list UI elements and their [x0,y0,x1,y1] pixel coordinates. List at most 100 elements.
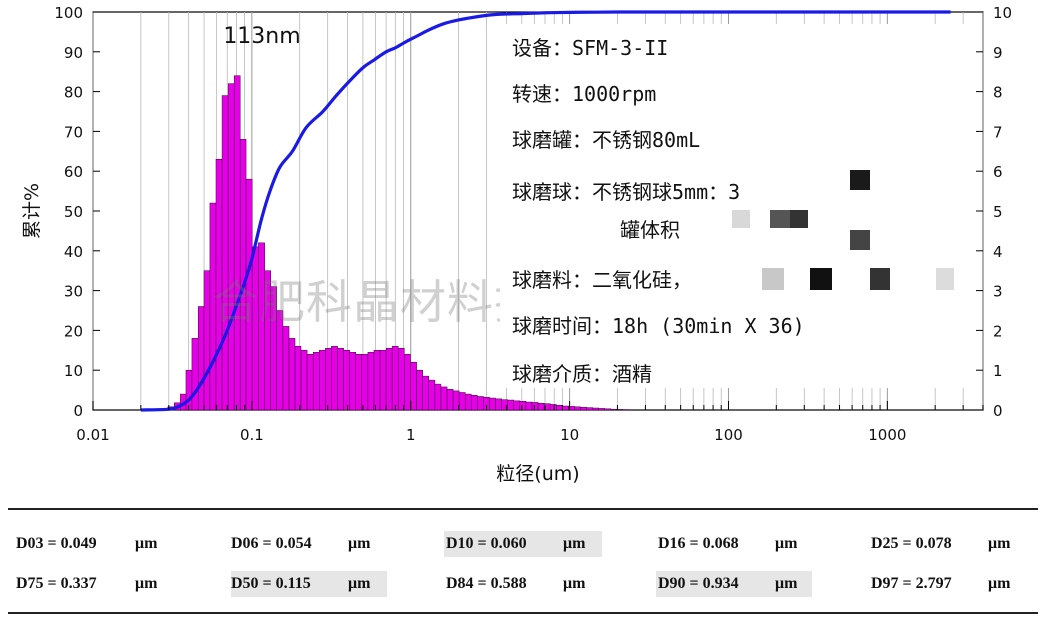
histogram-bar [428,379,436,411]
histogram-bar [470,395,478,411]
histogram-bar [337,348,344,411]
y-tick-label: 80 [64,84,83,102]
x-axis-ticks: 0.01 0.1 1 10 100 1000 [76,401,984,444]
histogram-bar [531,402,539,411]
histogram-bar [519,400,527,411]
stat-d97-unit: μm [988,575,1011,592]
info-jar: 球磨罐：不锈钢80mL [512,128,701,152]
stat-d90-unit: μm [775,575,798,592]
redaction-block [936,268,954,290]
y-tick-label: 90 [64,44,83,62]
y-tick-label: 0 [73,402,83,420]
histogram-bar [197,306,205,411]
cumulative-curve [140,10,951,412]
x-tick-label: 10 [560,426,579,444]
histogram-bar [495,398,502,411]
stat-d06-label: D06 = 0.054 [231,535,312,552]
redaction-block [850,230,870,250]
x-tick-label: 1000 [868,426,906,444]
stat-d16-label: D16 = 0.068 [658,535,739,552]
y2-tick-label: 2 [993,322,1003,340]
highlight-d50 [231,571,387,597]
histogram-bar [604,408,612,411]
y-tick-label: 30 [64,283,83,301]
histogram-bar [325,348,332,411]
info-balls-jar-volume: 罐体积 [620,218,680,242]
histogram-bar [203,270,211,411]
x-axis-label: 粒径(um) [496,463,579,485]
info-time: 球磨时间：18h (30min X 36) [512,314,805,338]
y-tick-label: 10 [64,362,83,380]
stat-d25-label: D25 = 0.078 [871,535,952,552]
redaction-block [810,268,832,290]
y2-tick-label: 5 [993,203,1003,221]
table-top-rule [8,508,1038,510]
y2-tick-label: 7 [993,123,1003,141]
histogram-bar [434,383,442,411]
histogram-bar [221,95,229,411]
redaction-block [850,170,870,190]
stat-d16-unit: μm [775,535,798,552]
histogram-bar [367,352,375,411]
left-axis-ticks: 0 10 20 30 40 50 60 70 80 90 100 [54,4,100,420]
stat-d06-unit: μm [348,535,371,552]
milling-info-box: 设备：SFM-3-II 转速：1000rpm 球磨罐：不锈钢80mL 球磨球：不… [500,24,975,388]
histogram-bar [319,350,326,411]
histogram-bar [610,408,618,411]
stat-d10-label: D10 = 0.060 [446,535,527,552]
highlight-d10 [444,531,602,557]
histogram-bar [574,406,581,411]
y-tick-label: 50 [64,203,83,221]
histogram-bar [361,354,369,411]
histogram-bar [312,352,320,411]
x-tick-label: 100 [714,426,743,444]
table-bottom-rule [8,612,1038,614]
stats-table: D03 = 0.049 μm D06 = 0.054 μm D10 = 0.06… [0,508,1042,621]
x-tick-label: 0.1 [240,426,264,444]
stat-d50-unit: μm [348,575,371,592]
histogram-bar [507,399,515,411]
y2-tick-label: 4 [993,243,1003,261]
y2-tick-label: 1 [993,362,1003,380]
histogram-bar [349,352,356,411]
histogram-bar [385,348,393,411]
histogram-bar [373,350,381,411]
redaction-block [762,268,784,290]
highlight-d90 [656,571,812,597]
histogram-bar [379,350,387,411]
histogram-bar [404,354,411,411]
histogram-bar [397,348,405,411]
info-medium: 球磨介质：酒精 [512,362,652,386]
stat-d03-unit: μm [135,535,158,552]
histogram-bar [185,369,193,411]
histogram-bar [191,338,199,411]
stat-d10-unit: μm [563,535,586,552]
histogram-bar [525,401,533,411]
y2-tick-label: 10 [993,4,1012,22]
x-tick-label: 0.01 [76,426,109,444]
histogram-bar [592,407,599,411]
histogram-bar [446,389,454,411]
histogram-bar [513,400,521,411]
histogram-bar [300,350,308,411]
histogram-bar [233,75,241,411]
y-tick-label: 60 [64,163,83,181]
info-balls: 球磨球：不锈钢球5mm：3 [512,180,741,204]
histogram-bar [416,369,423,411]
histogram-bar [355,354,363,411]
histogram-bar [562,405,569,411]
histogram-bar [294,346,302,411]
y2-tick-label: 3 [993,283,1003,301]
stat-d75-unit: μm [135,575,158,592]
y-tick-label: 20 [64,322,83,340]
histogram-bar [410,361,417,411]
histogram-bar [537,402,545,411]
redaction-block [790,210,808,228]
histogram-bar [391,346,399,411]
peak-annotation: 113nm [223,24,300,49]
histogram-bars [167,75,630,411]
histogram-bar [440,386,448,411]
histogram-bar [343,350,350,411]
y2-tick-label: 9 [993,44,1003,62]
stat-d75-label: D75 = 0.337 [16,575,97,592]
